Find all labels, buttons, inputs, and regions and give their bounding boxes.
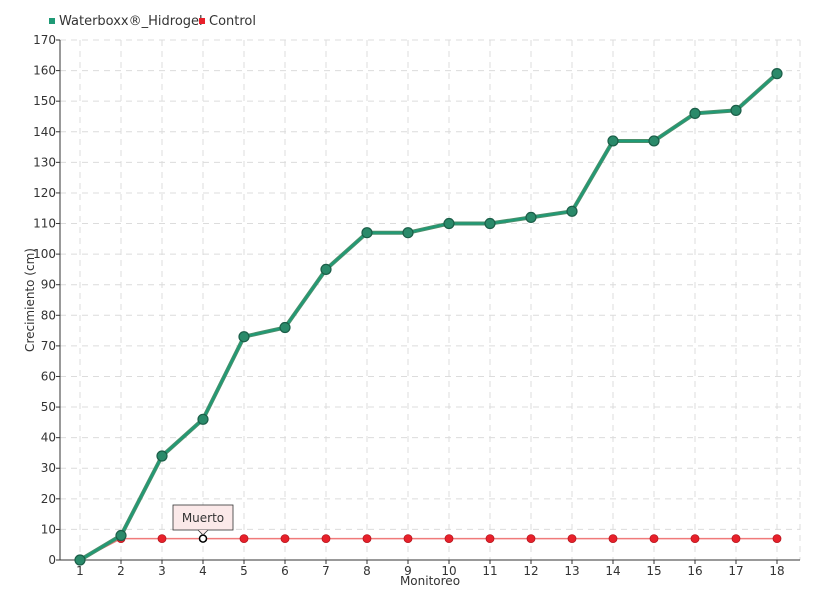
x-tick-label: 3 <box>158 564 166 578</box>
x-tick-label: 5 <box>240 564 248 578</box>
y-tick-label: 10 <box>41 522 56 536</box>
data-point[interactable] <box>403 534 413 543</box>
data-point[interactable] <box>484 217 496 230</box>
y-tick-label: 100 <box>33 247 56 261</box>
data-point[interactable] <box>321 534 331 543</box>
x-tick-label: 18 <box>769 564 784 578</box>
y-tick-label: 80 <box>41 308 56 322</box>
x-tick-label: 15 <box>646 564 661 578</box>
data-point[interactable] <box>689 107 701 120</box>
x-tick-label: 14 <box>605 564 620 578</box>
data-point[interactable] <box>402 227 414 239</box>
series-control <box>75 534 782 565</box>
x-tick-label: 7 <box>322 564 330 578</box>
y-tick-label: 20 <box>41 492 56 506</box>
y-tick-label: 0 <box>48 553 56 567</box>
y-tick-label: 30 <box>41 461 56 475</box>
tooltip-text: Muerto <box>182 511 224 525</box>
legend-label-control: Control <box>209 14 256 29</box>
data-point[interactable] <box>74 554 86 566</box>
legend-item-waterboxx[interactable]: Waterboxx®_Hidrogel <box>49 14 203 29</box>
x-tick-label: 12 <box>523 564 538 578</box>
y-tick-labels: 0 10 20 30 40 50 60 70 80 90 100 110 120 130 140 150 160… <box>33 33 56 567</box>
data-point[interactable] <box>525 211 537 224</box>
data-point[interactable] <box>320 263 332 276</box>
x-tick-label: 4 <box>199 564 207 578</box>
x-tick-label: 10 <box>441 564 456 578</box>
y-tick-label: 110 <box>33 217 56 231</box>
data-point[interactable] <box>690 534 700 543</box>
data-point[interactable] <box>607 135 619 147</box>
data-point[interactable] <box>280 534 290 543</box>
x-tick-label: 6 <box>281 564 289 578</box>
data-point[interactable] <box>443 217 455 230</box>
y-tick-label: 70 <box>41 339 56 353</box>
x-tick-label: 13 <box>564 564 579 578</box>
x-tick-label: 9 <box>404 564 412 578</box>
x-tick-label: 1 <box>76 564 84 578</box>
data-point[interactable] <box>197 413 209 425</box>
data-point[interactable] <box>444 534 454 543</box>
data-point[interactable] <box>279 321 291 334</box>
x-tick-label: 11 <box>482 564 497 578</box>
data-point[interactable] <box>157 534 167 543</box>
grid <box>60 39 801 560</box>
data-point[interactable] <box>526 534 536 543</box>
tooltip-pointer <box>197 529 209 536</box>
data-point[interactable] <box>361 227 373 239</box>
x-tick-label: 16 <box>687 564 702 578</box>
y-tick-label: 170 <box>33 33 56 47</box>
series-line-shadow <box>78 72 779 562</box>
y-tick-label: 50 <box>41 400 56 414</box>
legend[interactable]: Waterboxx®_Hidrogel Control <box>49 14 256 29</box>
legend-swatch-waterboxx <box>49 18 55 24</box>
data-point[interactable] <box>608 534 618 543</box>
x-axis-title: Monitoreo <box>400 574 460 588</box>
data-point[interactable] <box>771 68 783 80</box>
series-waterboxx <box>74 68 783 566</box>
y-tick-label: 60 <box>41 369 56 383</box>
x-tick-label: 2 <box>117 564 125 578</box>
y-tick-label: 140 <box>33 125 56 139</box>
y-tick-label: 120 <box>33 186 56 200</box>
series <box>74 68 783 566</box>
series-line <box>79 72 778 561</box>
legend-swatch-control <box>199 18 205 24</box>
y-tick-label: 90 <box>41 278 56 292</box>
data-point[interactable] <box>566 205 578 217</box>
y-tick-label: 40 <box>41 431 56 445</box>
data-point[interactable] <box>731 534 741 543</box>
data-point[interactable] <box>362 534 372 543</box>
y-tick-label: 130 <box>33 155 56 169</box>
legend-label-waterboxx: Waterboxx®_Hidrogel <box>59 14 203 29</box>
data-point[interactable] <box>772 534 782 543</box>
data-point[interactable] <box>730 104 742 116</box>
data-point-highlighted[interactable] <box>198 534 208 543</box>
data-point[interactable] <box>485 534 495 543</box>
data-point[interactable] <box>649 534 659 543</box>
data-point[interactable] <box>115 529 127 542</box>
data-point[interactable] <box>238 331 250 343</box>
data-point[interactable] <box>156 450 168 462</box>
tooltip: Muerto <box>172 504 234 536</box>
y-tick-label: 160 <box>33 64 56 78</box>
x-tick-labels: 1 2 3 4 5 6 7 8 9 10 11 12 13 14 15 16 17 18 <box>76 564 784 578</box>
series-line <box>79 537 777 561</box>
data-point[interactable] <box>648 135 660 147</box>
x-tick-label: 8 <box>363 564 371 578</box>
legend-item-control[interactable]: Control <box>199 14 256 29</box>
data-point[interactable] <box>239 534 249 543</box>
y-axis-title: Crecimiento (cm) <box>23 248 37 352</box>
x-tick-label: 17 <box>728 564 743 578</box>
data-point[interactable] <box>567 534 577 543</box>
y-tick-label: 150 <box>33 94 56 108</box>
